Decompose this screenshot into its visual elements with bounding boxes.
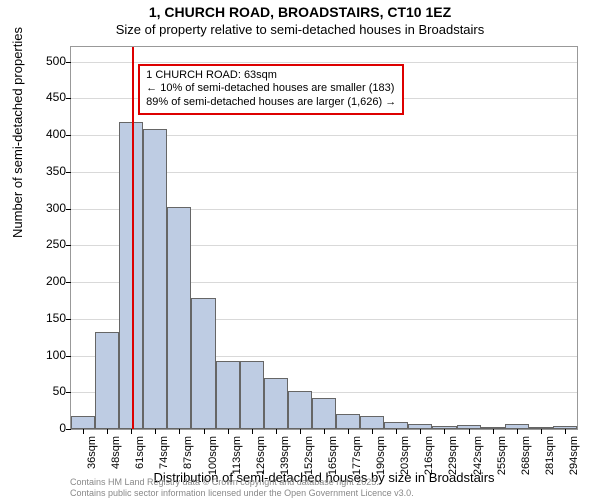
y-tick-mark bbox=[66, 62, 71, 63]
chart-title: 1, CHURCH ROAD, BROADSTAIRS, CT10 1EZ bbox=[0, 4, 600, 20]
chart-subtitle: Size of property relative to semi-detach… bbox=[0, 22, 600, 37]
histogram-bar bbox=[143, 129, 167, 429]
x-tick-label: 139sqm bbox=[279, 436, 291, 486]
x-tick-mark bbox=[469, 429, 470, 434]
annotation-line: 1 CHURCH ROAD: 63sqm bbox=[146, 69, 396, 83]
histogram-bar bbox=[384, 422, 408, 429]
y-tick-mark bbox=[66, 319, 71, 320]
x-tick-label: 74sqm bbox=[158, 436, 170, 486]
y-axis-label: Number of semi-detached properties bbox=[10, 27, 25, 238]
grid-line bbox=[71, 62, 577, 63]
y-tick-mark bbox=[66, 429, 71, 430]
x-tick-label: 255sqm bbox=[496, 436, 508, 486]
plot-area: 1 CHURCH ROAD: 63sqm← 10% of semi-detach… bbox=[70, 46, 578, 430]
x-tick-mark bbox=[252, 429, 253, 434]
x-tick-label: 216sqm bbox=[423, 436, 435, 486]
y-tick-label: 250 bbox=[26, 237, 66, 251]
y-tick-label: 50 bbox=[26, 384, 66, 398]
histogram-bar bbox=[264, 378, 288, 429]
y-tick-label: 300 bbox=[26, 201, 66, 215]
histogram-bar bbox=[360, 416, 384, 429]
x-tick-mark bbox=[493, 429, 494, 434]
y-tick-label: 100 bbox=[26, 348, 66, 362]
histogram-bar bbox=[240, 361, 264, 429]
histogram-bar bbox=[191, 298, 215, 429]
y-tick-label: 500 bbox=[26, 54, 66, 68]
y-tick-mark bbox=[66, 98, 71, 99]
y-tick-label: 350 bbox=[26, 164, 66, 178]
y-tick-label: 150 bbox=[26, 311, 66, 325]
histogram-bar bbox=[312, 398, 336, 429]
x-tick-mark bbox=[179, 429, 180, 434]
y-tick-label: 400 bbox=[26, 127, 66, 141]
x-tick-label: 36sqm bbox=[86, 436, 98, 486]
y-tick-mark bbox=[66, 392, 71, 393]
histogram-bar bbox=[216, 361, 240, 429]
histogram-bar bbox=[336, 414, 360, 429]
x-tick-mark bbox=[204, 429, 205, 434]
x-tick-mark bbox=[565, 429, 566, 434]
x-tick-label: 242sqm bbox=[472, 436, 484, 486]
histogram-bar bbox=[167, 207, 191, 429]
histogram-bar bbox=[71, 416, 95, 429]
x-tick-mark bbox=[324, 429, 325, 434]
annotation-box: 1 CHURCH ROAD: 63sqm← 10% of semi-detach… bbox=[138, 64, 404, 115]
y-tick-mark bbox=[66, 172, 71, 173]
chart-container: 1, CHURCH ROAD, BROADSTAIRS, CT10 1EZ Si… bbox=[0, 0, 600, 500]
x-tick-mark bbox=[396, 429, 397, 434]
x-tick-label: 177sqm bbox=[351, 436, 363, 486]
x-tick-mark bbox=[107, 429, 108, 434]
histogram-bar bbox=[95, 332, 119, 429]
x-tick-label: 113sqm bbox=[231, 436, 243, 486]
y-tick-label: 450 bbox=[26, 90, 66, 104]
reference-line bbox=[132, 47, 134, 429]
x-tick-mark bbox=[155, 429, 156, 434]
histogram-bar bbox=[288, 391, 312, 429]
y-tick-mark bbox=[66, 356, 71, 357]
x-tick-label: 268sqm bbox=[520, 436, 532, 486]
y-tick-label: 200 bbox=[26, 274, 66, 288]
x-tick-mark bbox=[300, 429, 301, 434]
x-tick-mark bbox=[83, 429, 84, 434]
x-tick-label: 165sqm bbox=[327, 436, 339, 486]
x-tick-label: 190sqm bbox=[375, 436, 387, 486]
y-tick-mark bbox=[66, 282, 71, 283]
x-tick-label: 294sqm bbox=[568, 436, 580, 486]
x-tick-label: 152sqm bbox=[303, 436, 315, 486]
x-tick-mark bbox=[348, 429, 349, 434]
x-tick-mark bbox=[444, 429, 445, 434]
x-tick-mark bbox=[228, 429, 229, 434]
annotation-line: ← 10% of semi-detached houses are smalle… bbox=[146, 82, 396, 96]
x-tick-mark bbox=[541, 429, 542, 434]
annotation-line: 89% of semi-detached houses are larger (… bbox=[146, 96, 396, 110]
x-tick-label: 48sqm bbox=[110, 436, 122, 486]
x-tick-label: 61sqm bbox=[134, 436, 146, 486]
x-tick-label: 229sqm bbox=[447, 436, 459, 486]
x-tick-label: 87sqm bbox=[182, 436, 194, 486]
y-tick-mark bbox=[66, 209, 71, 210]
x-tick-label: 281sqm bbox=[544, 436, 556, 486]
x-tick-label: 100sqm bbox=[207, 436, 219, 486]
x-tick-mark bbox=[276, 429, 277, 434]
attribution-line: Contains public sector information licen… bbox=[70, 488, 414, 498]
x-tick-mark bbox=[131, 429, 132, 434]
x-tick-mark bbox=[372, 429, 373, 434]
y-tick-mark bbox=[66, 135, 71, 136]
y-tick-label: 0 bbox=[26, 421, 66, 435]
x-tick-mark bbox=[517, 429, 518, 434]
x-tick-mark bbox=[420, 429, 421, 434]
x-tick-label: 126sqm bbox=[255, 436, 267, 486]
x-tick-label: 203sqm bbox=[399, 436, 411, 486]
y-tick-mark bbox=[66, 245, 71, 246]
